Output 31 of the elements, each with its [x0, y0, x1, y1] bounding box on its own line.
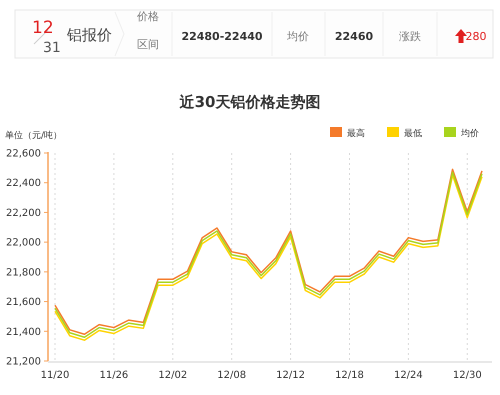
text: 均价: [286, 30, 309, 43]
x-tick-label: 12/30: [452, 370, 482, 381]
x-tick-label: 12/12: [276, 370, 305, 381]
text: 31: [43, 40, 61, 56]
legend-label: 最低: [404, 128, 422, 139]
x-tick-label: 11/20: [40, 370, 70, 381]
x-tick-label: 12/24: [394, 370, 423, 381]
legend-label: 均价: [460, 128, 479, 139]
x-tick-label: 12/08: [217, 370, 246, 381]
x-tick-label: 12/02: [158, 370, 188, 381]
y-tick-label: 21,200: [6, 356, 41, 368]
text: 22480-22440: [181, 30, 263, 43]
text: 铝报价: [66, 26, 112, 44]
y-tick-label: 22,400: [6, 178, 41, 190]
y-tick-label: 21,400: [6, 326, 41, 338]
y-tick-label: 22,600: [6, 148, 41, 160]
text: 280: [466, 30, 486, 43]
text: 12: [32, 18, 54, 38]
x-tick-label: 12/18: [335, 370, 364, 381]
y-tick-label: 21,800: [6, 267, 41, 278]
text: 价格: [136, 10, 159, 23]
y-tick-label: 22,200: [6, 208, 41, 219]
y-tick-label: 21,600: [6, 297, 41, 308]
x-tick-label: 11/26: [99, 370, 128, 381]
text: 区间: [137, 38, 159, 51]
legend-label: 最高: [347, 128, 365, 139]
y-tick-label: 22,000: [6, 238, 41, 249]
y-axis-title: 单位（元/吨）: [5, 130, 62, 141]
chart-title: 近30天铝价格走势图: [178, 93, 320, 111]
text: 涨跌: [399, 30, 421, 43]
text: 22460: [334, 30, 374, 43]
